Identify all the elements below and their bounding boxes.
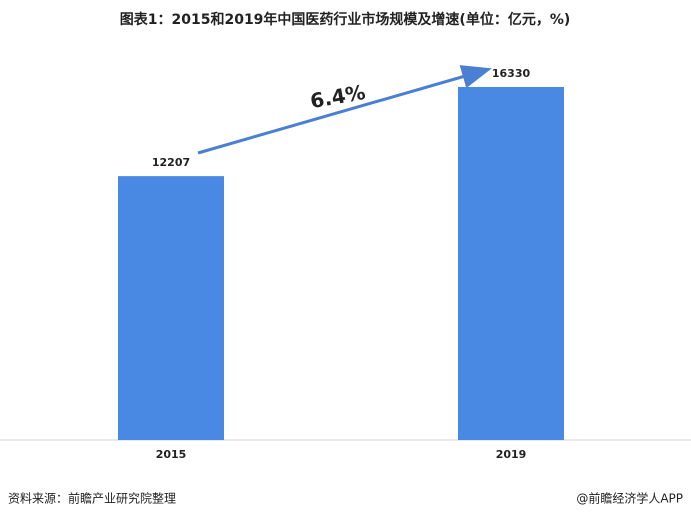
source-note: 资料来源：前瞻产业研究院整理 — [8, 491, 176, 506]
bar — [118, 176, 224, 440]
x-tick-label: 2015 — [156, 448, 187, 461]
chart-title: 图表1：2015和2019年中国医药行业市场规模及增速(单位：亿元，%) — [120, 11, 571, 28]
bar — [458, 87, 564, 440]
growth-arrow — [197, 65, 492, 155]
x-tick-label: 2019 — [496, 448, 527, 461]
credit: @前瞻经济学人APP — [576, 491, 683, 506]
value-label: 12207 — [152, 156, 190, 169]
value-label: 16330 — [492, 67, 531, 80]
